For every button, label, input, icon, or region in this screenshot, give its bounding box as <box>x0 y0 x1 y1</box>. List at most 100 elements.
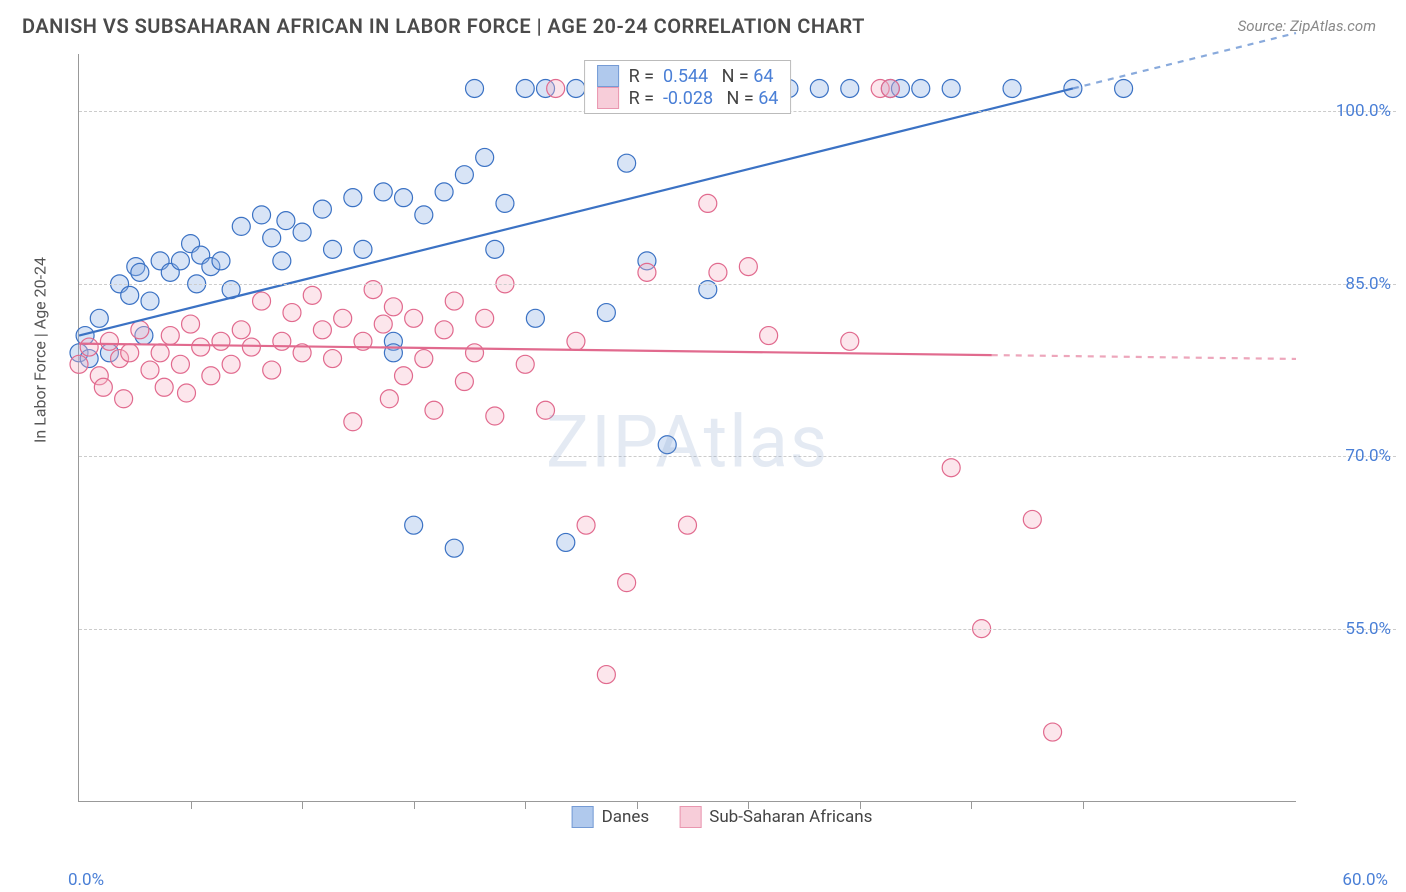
data-point <box>131 321 149 339</box>
data-point <box>253 292 271 310</box>
data-point <box>155 378 173 396</box>
data-point <box>841 332 859 350</box>
x-tick <box>414 801 415 809</box>
legend-row: R = 0.544 N = 64 <box>597 65 779 87</box>
y-tick-label: 70.0% <box>1345 446 1391 466</box>
x-tick <box>1083 801 1084 809</box>
data-point <box>151 344 169 362</box>
data-point <box>1023 510 1041 528</box>
data-point <box>476 309 494 327</box>
source-credit: Source: ZipAtlas.com <box>1238 17 1376 35</box>
data-point <box>283 304 301 322</box>
data-point <box>405 516 423 534</box>
y-axis-label: In Labor Force | Age 20-24 <box>31 257 50 443</box>
data-point <box>313 200 331 218</box>
data-point <box>115 390 133 408</box>
gridline <box>79 629 1396 630</box>
data-point <box>415 206 433 224</box>
data-point <box>70 355 88 373</box>
data-point <box>100 332 118 350</box>
data-point <box>263 229 281 247</box>
scatter-plot: ZIPAtlas R = 0.544 N = 64R = -0.028 N = … <box>78 54 1296 802</box>
data-point <box>141 361 159 379</box>
data-point <box>455 373 473 391</box>
data-point <box>597 304 615 322</box>
data-point <box>80 338 98 356</box>
data-point <box>486 240 504 258</box>
data-point <box>171 252 189 270</box>
data-point <box>324 240 342 258</box>
data-point <box>425 401 443 419</box>
data-point <box>881 79 899 97</box>
y-tick-label: 100.0% <box>1336 101 1391 121</box>
data-point <box>1115 79 1133 97</box>
data-point <box>435 321 453 339</box>
chart-title: DANISH VS SUBSAHARAN AFRICAN IN LABOR FO… <box>22 14 865 38</box>
x-min-label: 0.0% <box>68 870 104 890</box>
legend-swatch <box>597 87 619 109</box>
data-point <box>263 361 281 379</box>
chart-svg <box>79 54 1296 801</box>
data-point <box>395 189 413 207</box>
legend-swatch <box>679 806 701 828</box>
legend-item: Danes <box>572 806 650 828</box>
data-point <box>841 79 859 97</box>
data-point <box>131 263 149 281</box>
data-point <box>466 344 484 362</box>
data-point <box>90 309 108 327</box>
data-point <box>171 355 189 373</box>
data-point <box>466 79 484 97</box>
data-point <box>222 355 240 373</box>
data-point <box>232 321 250 339</box>
data-point <box>496 194 514 212</box>
data-point <box>374 183 392 201</box>
data-point <box>121 286 139 304</box>
data-point <box>516 355 534 373</box>
data-point <box>760 327 778 345</box>
data-point <box>1044 723 1062 741</box>
data-point <box>121 344 139 362</box>
data-point <box>182 315 200 333</box>
data-point <box>242 338 260 356</box>
data-point <box>232 217 250 235</box>
data-point <box>212 332 230 350</box>
data-point <box>380 390 398 408</box>
data-point <box>344 189 362 207</box>
x-tick <box>525 801 526 809</box>
data-point <box>141 292 159 310</box>
data-point <box>567 332 585 350</box>
data-point <box>273 252 291 270</box>
legend-swatch <box>597 65 619 87</box>
data-point <box>557 533 575 551</box>
data-point <box>395 367 413 385</box>
x-tick <box>302 801 303 809</box>
data-point <box>313 321 331 339</box>
data-point <box>455 166 473 184</box>
data-point <box>192 338 210 356</box>
data-point <box>942 79 960 97</box>
regression-extrapolation <box>992 355 1296 359</box>
data-point <box>253 206 271 224</box>
data-point <box>810 79 828 97</box>
data-point <box>486 407 504 425</box>
data-point <box>354 240 372 258</box>
y-tick-label: 55.0% <box>1345 619 1391 639</box>
data-point <box>445 539 463 557</box>
data-point <box>618 574 636 592</box>
data-point <box>293 223 311 241</box>
legend-row: R = -0.028 N = 64 <box>597 87 779 109</box>
data-point <box>699 194 717 212</box>
gridline <box>79 284 1396 285</box>
data-point <box>476 148 494 166</box>
legend-stats: R = 0.544 N = 64 <box>629 66 774 87</box>
data-point <box>384 298 402 316</box>
data-point <box>405 309 423 327</box>
data-point <box>912 79 930 97</box>
data-point <box>577 516 595 534</box>
y-tick-label: 85.0% <box>1345 274 1391 294</box>
data-point <box>212 252 230 270</box>
legend-label: Danes <box>602 807 650 827</box>
gridline <box>79 456 1396 457</box>
data-point <box>679 516 697 534</box>
data-point <box>942 459 960 477</box>
